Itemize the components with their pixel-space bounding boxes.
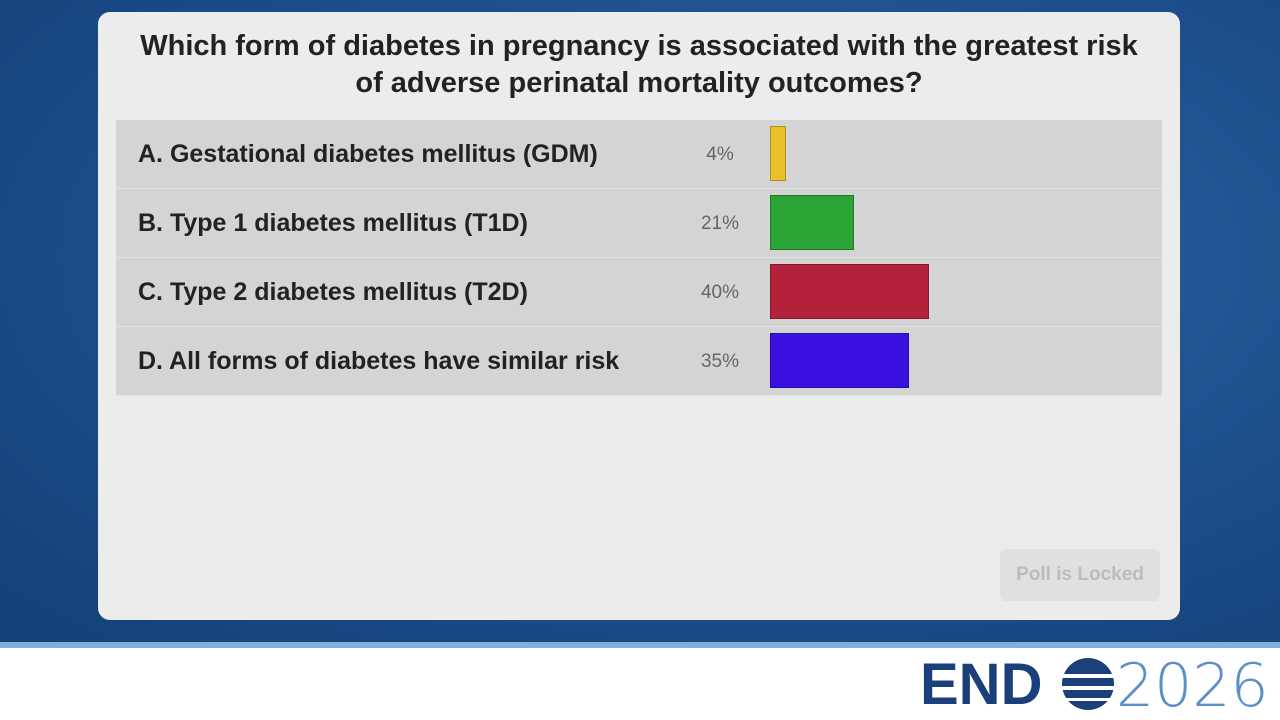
logo-left: END bbox=[920, 652, 1042, 716]
option-bar bbox=[770, 264, 930, 319]
option-label: D. All forms of diabetes have similar ri… bbox=[138, 347, 620, 375]
logo: END 2026 bbox=[920, 652, 1269, 716]
option-percent: 4% bbox=[706, 144, 734, 165]
option-row: A. Gestational diabetes mellitus (GDM) 4% bbox=[116, 120, 1162, 189]
option-row: D. All forms of diabetes have similar ri… bbox=[116, 327, 1162, 396]
option-label: C. Type 2 diabetes mellitus (T2D) bbox=[138, 278, 528, 306]
option-percent: 35% bbox=[700, 351, 740, 372]
options: A. Gestational diabetes mellitus (GDM) 4%… bbox=[116, 120, 1162, 396]
option-percent: 40% bbox=[700, 282, 740, 303]
option-percent: 21% bbox=[700, 213, 740, 234]
poll-locked-button[interactable]: Poll is Locked bbox=[1000, 549, 1160, 601]
logo-right: 2026 bbox=[1116, 652, 1269, 716]
question: Which form of diabetes in pregnancy is a… bbox=[140, 30, 1138, 99]
option-label: A. Gestational diabetes mellitus (GDM) bbox=[138, 140, 598, 168]
option-bar bbox=[770, 126, 786, 181]
option-row: B. Type 1 diabetes mellitus (T1D) 21% bbox=[116, 189, 1162, 258]
option-label: B. Type 1 diabetes mellitus (T1D) bbox=[138, 209, 528, 237]
poll-card: Which form of diabetes in pregnancy is a… bbox=[98, 12, 1180, 620]
option-bar bbox=[770, 333, 910, 388]
logo-globe bbox=[1060, 658, 1116, 710]
option-bar bbox=[770, 195, 854, 250]
option-row: C. Type 2 diabetes mellitus (T2D) 40% bbox=[116, 258, 1162, 327]
